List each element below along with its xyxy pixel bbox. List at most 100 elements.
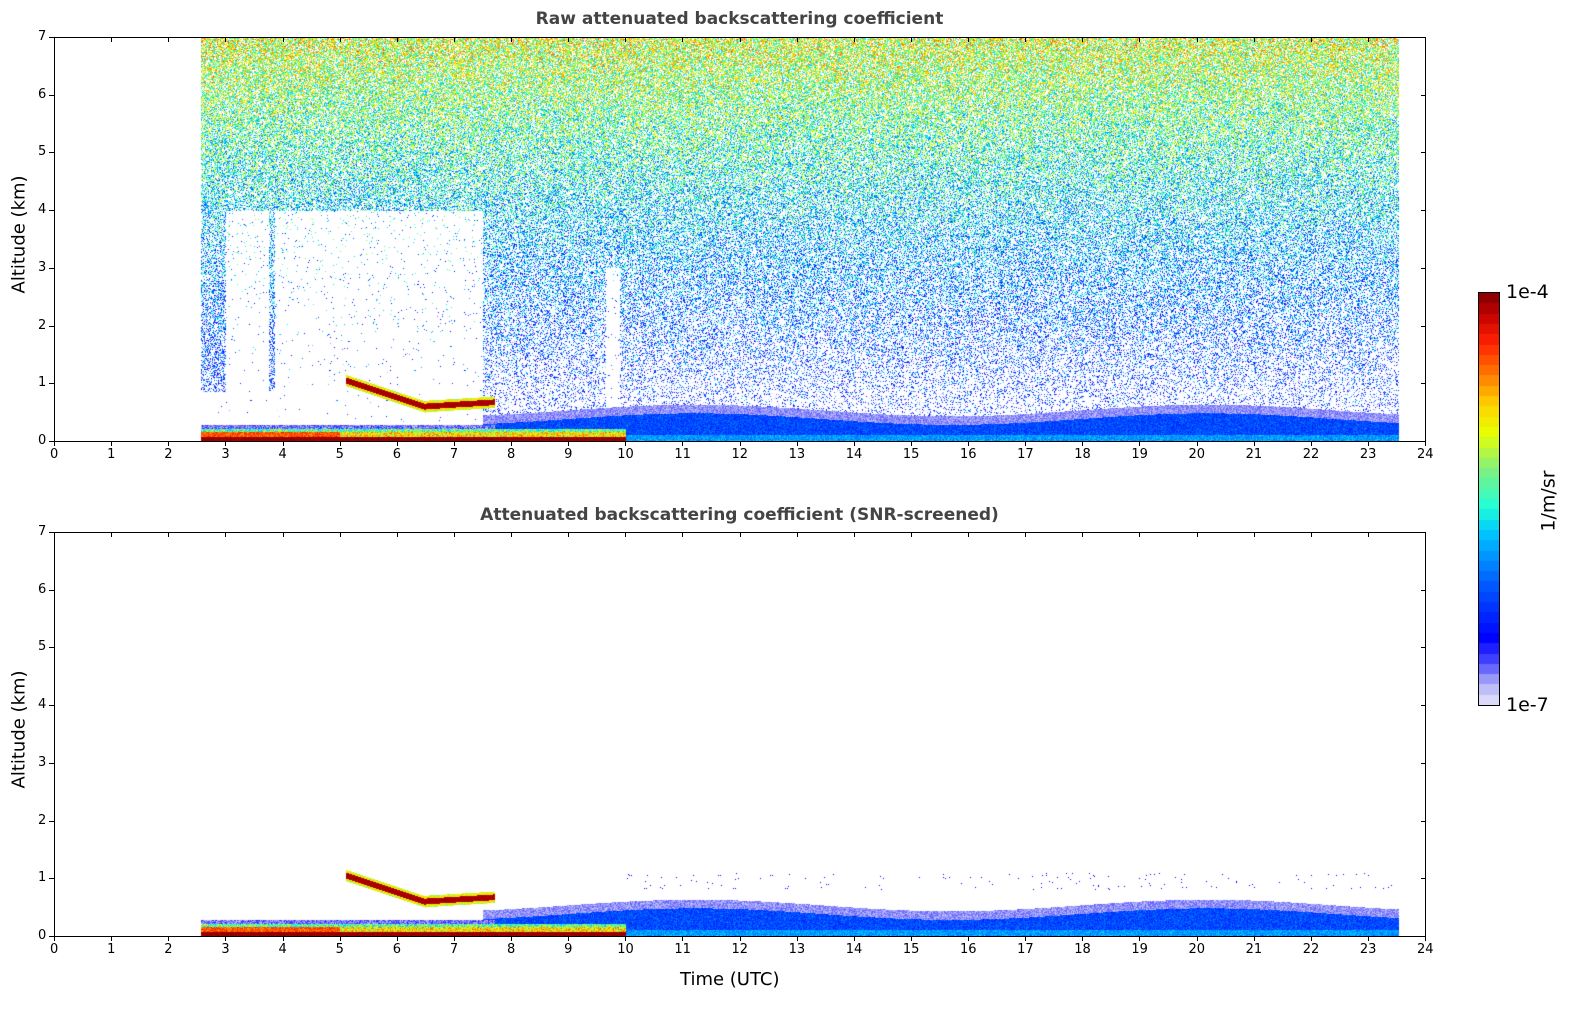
x-tick	[1082, 533, 1084, 537]
y-axis-label: Altitude (km)	[8, 670, 30, 789]
x-tick-label: 8	[507, 447, 516, 462]
x-tick	[968, 533, 969, 537]
x-tick-label: 22	[1302, 942, 1320, 957]
x-tick-label: 11	[674, 447, 691, 462]
x-tick	[111, 533, 113, 537]
x-tick	[568, 936, 570, 941]
y-tick	[1421, 936, 1425, 937]
x-tick	[453, 441, 455, 446]
y-tick	[49, 210, 54, 212]
x-tick-label: 0	[50, 942, 59, 957]
x-tick	[968, 441, 969, 446]
y-tick	[1421, 325, 1425, 327]
x-tick	[1139, 441, 1141, 446]
x-tick-label: 6	[392, 447, 402, 462]
y-tick	[1421, 762, 1425, 764]
x-tick	[453, 38, 455, 42]
x-tick	[1082, 936, 1084, 941]
x-tick-label: 12	[731, 447, 749, 462]
y-tick-label: 1	[38, 870, 47, 886]
x-tick	[1196, 936, 1198, 941]
x-tick-label: 4	[278, 447, 287, 462]
x-tick	[739, 533, 741, 537]
y-tick-label: 0	[38, 433, 47, 448]
x-tick	[1425, 533, 1426, 537]
x-tick	[1196, 38, 1198, 42]
y-tick	[49, 705, 54, 707]
x-tick	[625, 38, 627, 42]
x-tick	[568, 533, 570, 537]
x-tick-label: 17	[1017, 447, 1034, 462]
x-tick	[796, 38, 798, 42]
x-tick	[453, 533, 455, 537]
y-tick-label: 2	[38, 812, 47, 828]
x-tick-label: 11	[674, 942, 691, 957]
x-tick	[282, 38, 284, 42]
y-tick	[49, 589, 54, 591]
x-tick	[511, 533, 512, 537]
x-tick-label: 14	[845, 942, 863, 957]
y-tick	[49, 37, 54, 38]
x-tick	[1196, 533, 1198, 537]
x-tick-label: 5	[335, 942, 344, 957]
x-tick	[968, 936, 969, 941]
y-tick-label: 4	[38, 202, 47, 218]
x-tick	[111, 936, 113, 941]
x-tick-label: 1	[107, 942, 116, 957]
x-axis-label: Time (UTC)	[680, 969, 780, 990]
y-tick	[1421, 94, 1425, 96]
x-tick-label: 16	[960, 447, 977, 462]
y-tick-label: 3	[38, 754, 47, 770]
axes-screened	[54, 532, 1426, 937]
y-tick	[49, 647, 54, 649]
y-tick-label: 3	[38, 259, 47, 275]
x-tick	[339, 533, 341, 537]
x-tick	[625, 936, 627, 941]
x-tick-label: 17	[1017, 942, 1034, 957]
chart-title: Attenuated backscattering coefficient (S…	[480, 505, 999, 525]
y-tick	[49, 267, 54, 269]
x-tick-label: 19	[1131, 447, 1148, 462]
x-tick	[1253, 38, 1255, 42]
x-tick	[54, 441, 55, 446]
x-tick-label: 7	[449, 447, 459, 462]
y-tick	[1421, 210, 1425, 212]
colorbar-gradient	[1478, 292, 1500, 706]
x-tick	[1310, 38, 1312, 42]
x-tick-label: 19	[1131, 942, 1148, 957]
x-tick-label: 14	[845, 447, 863, 462]
x-tick	[168, 38, 170, 42]
x-tick	[1253, 936, 1255, 941]
x-tick-label: 20	[1188, 942, 1206, 957]
x-tick-label: 0	[50, 447, 59, 462]
x-tick	[1425, 441, 1426, 446]
x-tick-label: 18	[1074, 447, 1091, 462]
x-tick	[453, 936, 455, 941]
y-tick	[49, 152, 54, 154]
x-tick-label: 13	[788, 447, 806, 462]
x-tick-label: 21	[1245, 447, 1263, 462]
y-tick	[1421, 383, 1425, 385]
y-tick	[1421, 267, 1425, 269]
x-tick	[1367, 936, 1369, 941]
y-tick	[49, 820, 54, 822]
y-tick-label: 7	[38, 29, 47, 44]
x-tick	[910, 38, 912, 42]
x-tick	[1367, 533, 1369, 537]
x-tick	[225, 936, 227, 941]
chart-title: Raw attenuated backscattering coefficien…	[535, 9, 944, 29]
x-tick	[1196, 441, 1198, 446]
y-tick	[49, 936, 54, 937]
y-tick	[1421, 589, 1425, 591]
x-tick	[625, 533, 627, 537]
x-tick	[739, 38, 741, 42]
x-tick	[1367, 441, 1369, 446]
y-tick	[49, 532, 54, 533]
x-tick	[739, 441, 741, 446]
y-tick	[1421, 37, 1425, 38]
y-tick-label: 5	[38, 144, 47, 160]
x-tick-label: 9	[564, 447, 573, 462]
x-tick	[396, 936, 398, 941]
x-tick-label: 7	[449, 942, 459, 957]
x-tick-label: 3	[221, 447, 230, 462]
